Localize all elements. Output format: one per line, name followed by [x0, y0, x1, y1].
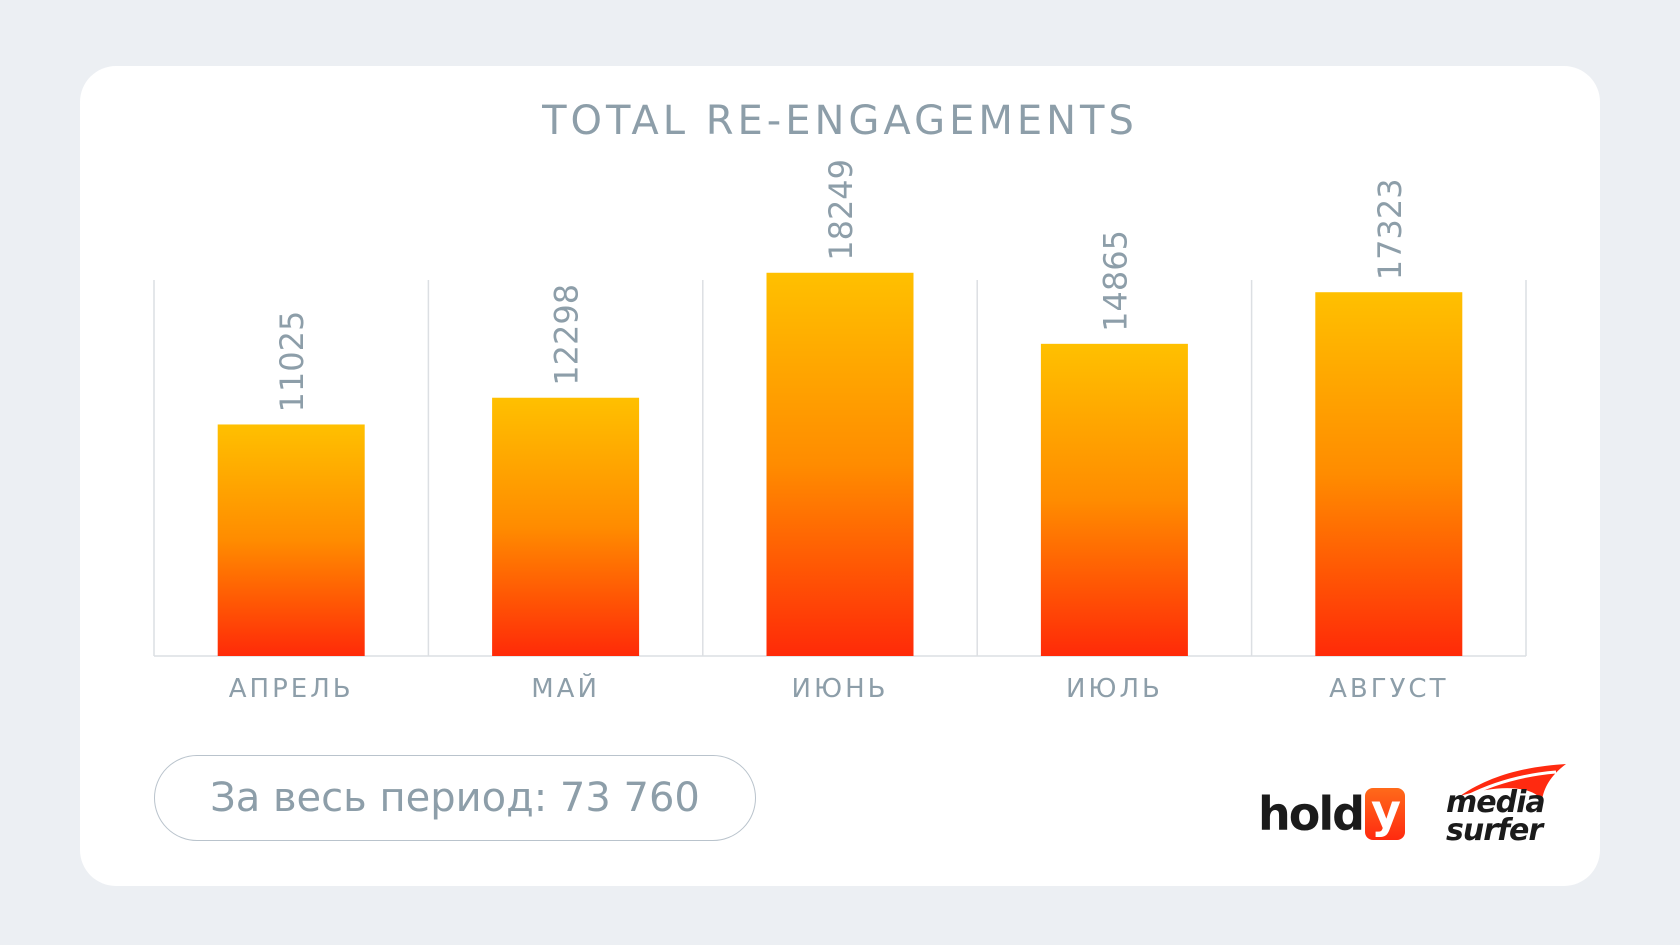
bar-5	[1315, 292, 1463, 656]
media-surfer-line1: media	[1446, 785, 1546, 820]
media-surfer-line2: surfer	[1446, 813, 1543, 848]
category-label-5: АВГУСТ	[1329, 674, 1448, 704]
value-label-4: 14865	[1096, 230, 1134, 332]
category-label-1: АПРЕЛЬ	[229, 674, 354, 704]
bar-2	[492, 397, 640, 656]
holdy-logo-text: hold	[1258, 787, 1365, 841]
total-period-text: За весь период: 73 760	[210, 775, 700, 821]
swoosh-icon	[1460, 764, 1566, 800]
media-surfer-logo: media surfer	[1440, 762, 1570, 848]
bar-3	[766, 272, 914, 656]
holdy-logo: hold y	[1258, 784, 1406, 844]
chart-value-labels: 11025 12298 18249 14865 17323	[273, 159, 1409, 413]
chart-category-labels: АПРЕЛЬ МАЙ ИЮНЬ ИЮЛЬ АВГУСТ	[229, 672, 1448, 704]
value-label-2: 12298	[548, 284, 586, 386]
value-label-5: 17323	[1371, 178, 1409, 280]
total-period-badge: За весь период: 73 760	[154, 755, 756, 841]
bar-1	[217, 424, 365, 656]
holdy-logo-y: y	[1365, 788, 1406, 840]
chart-title: TOTAL RE-ENGAGEMENTS	[542, 98, 1138, 144]
chart-bars	[217, 272, 1463, 656]
value-label-3: 18249	[822, 159, 860, 261]
value-label-1: 11025	[273, 311, 311, 413]
category-label-3: ИЮНЬ	[792, 674, 889, 704]
category-label-2: МАЙ	[531, 672, 600, 704]
category-label-4: ИЮЛЬ	[1066, 674, 1163, 704]
bar-4	[1040, 343, 1188, 656]
